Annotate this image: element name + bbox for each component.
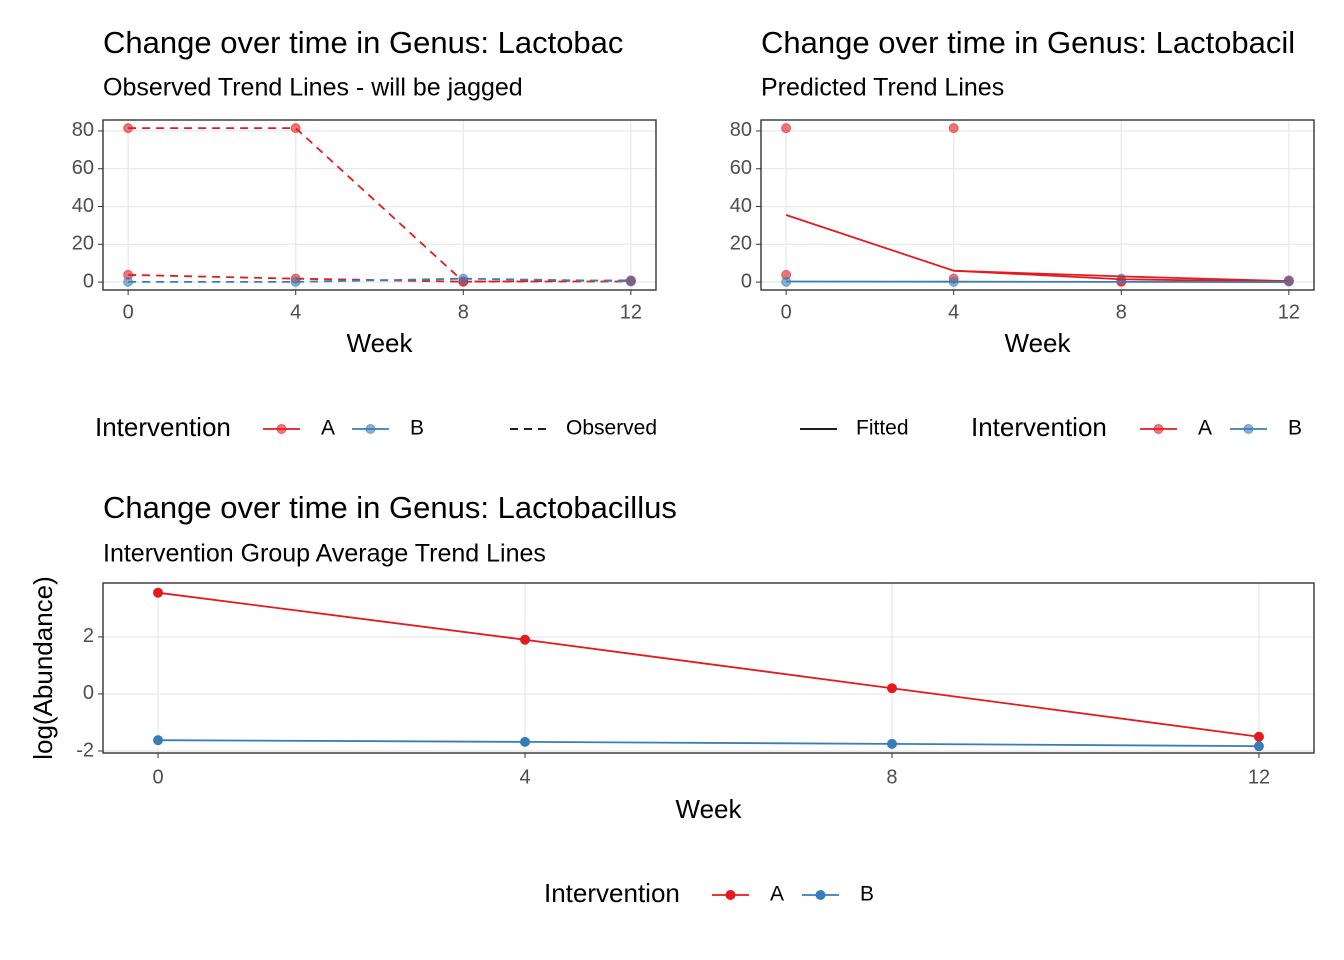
y-tick-label: 60 [730, 157, 752, 179]
chart-title: Change over time in Genus: Lactobacil [761, 25, 1295, 60]
chart-subtitle: Intervention Group Average Trend Lines [103, 540, 546, 568]
data-point [886, 683, 897, 694]
y-tick-label: 80 [730, 119, 752, 141]
data-point [290, 276, 301, 287]
y-tick-label: 40 [72, 195, 94, 217]
x-tick-label: 4 [290, 301, 301, 323]
legend-key-point [365, 424, 376, 434]
legend-label: A [321, 417, 335, 440]
data-point [123, 123, 134, 134]
y-tick-label: 60 [72, 157, 94, 179]
legend-label: Fitted [856, 417, 909, 440]
x-tick-label: 0 [781, 301, 792, 323]
legend-title: Intervention [95, 412, 231, 442]
series-line [157, 591, 1260, 738]
y-tick-label: 0 [741, 270, 752, 292]
x-tick-label: 0 [123, 301, 134, 323]
data-point [153, 735, 164, 746]
x-tick-label: 12 [1278, 301, 1300, 323]
legend-key-point [1243, 424, 1254, 434]
series-line [785, 214, 1289, 283]
y-tick-label: 20 [730, 233, 752, 255]
x-tick-label: 8 [458, 301, 469, 323]
y-tick-label: 40 [730, 195, 752, 217]
chart-subtitle: Observed Trend Lines - will be jagged [103, 74, 523, 102]
legend-label: B [410, 417, 424, 440]
data-point [948, 123, 959, 134]
legend-label: Observed [566, 417, 657, 440]
legend-key-point [1153, 424, 1164, 434]
data-point [290, 123, 301, 134]
y-tick-label: 80 [72, 119, 94, 141]
legend-label: B [860, 883, 874, 906]
x-axis-title: Week [676, 794, 743, 824]
legend-key-point [815, 890, 826, 900]
series-line [128, 127, 631, 283]
y-tick-label: 0 [83, 682, 94, 704]
data-point [520, 736, 531, 747]
x-tick-label: 12 [620, 301, 642, 323]
legend-title: Intervention [544, 878, 680, 908]
data-point [781, 123, 792, 134]
y-tick-label: 20 [72, 233, 94, 255]
data-point [153, 587, 164, 598]
x-tick-label: 12 [1248, 766, 1270, 788]
data-point [1253, 731, 1264, 742]
y-axis-title: log(Abundance) [28, 576, 58, 760]
x-axis-title: Week [1005, 328, 1072, 358]
legend-title: Intervention [971, 412, 1107, 442]
panel-border [760, 119, 1315, 291]
chart-title: Change over time in Genus: Lactobacillus [103, 490, 677, 525]
legend-label: A [770, 883, 784, 906]
series-line [786, 280, 1289, 283]
data-point [1253, 741, 1264, 752]
data-point [123, 276, 134, 287]
legend-key-point [276, 424, 287, 434]
data-point [625, 276, 636, 287]
series-line [158, 739, 1259, 748]
data-point [458, 273, 469, 284]
y-tick-label: 0 [83, 270, 94, 292]
panel [761, 120, 1314, 290]
x-tick-label: 4 [948, 301, 959, 323]
x-tick-label: 8 [886, 766, 897, 788]
legend-key-point [725, 890, 736, 900]
chart-subtitle: Predicted Trend Lines [761, 74, 1004, 102]
legend-label: B [1288, 417, 1302, 440]
y-tick-label: -2 [76, 739, 94, 761]
x-axis-title: Week [347, 328, 414, 358]
chart-title: Change over time in Genus: Lactobac [103, 25, 623, 60]
data-point [520, 634, 531, 645]
panel-border [102, 119, 657, 291]
panel-border [102, 582, 1315, 754]
legend-label: A [1198, 417, 1212, 440]
series-line [953, 269, 1289, 283]
data-point [886, 738, 897, 749]
y-tick-label: 2 [83, 625, 94, 647]
x-tick-label: 8 [1116, 301, 1127, 323]
x-tick-label: 0 [152, 766, 163, 788]
x-tick-label: 4 [519, 766, 530, 788]
